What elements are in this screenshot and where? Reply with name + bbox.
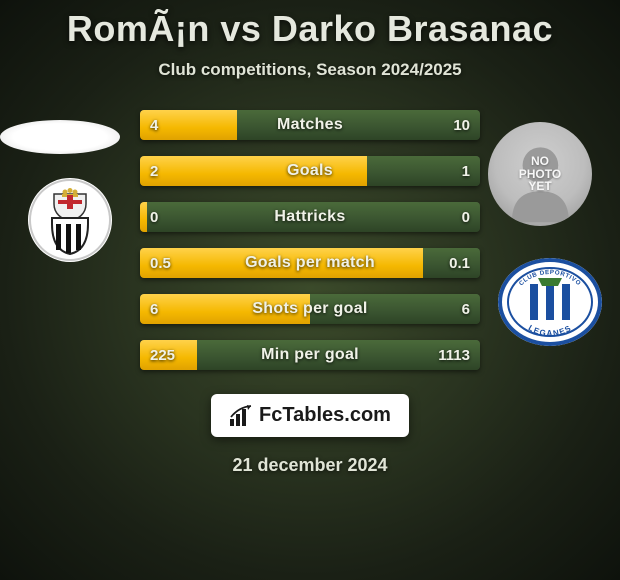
player1-club-crest	[28, 178, 112, 262]
stat-row: Goals2 1	[140, 156, 480, 186]
subtitle: Club competitions, Season 2024/2025	[0, 60, 620, 80]
stats-container: Matches4 10 Goals2 1 Hattricks0 0 Goals per ma…	[140, 110, 480, 370]
stat-label: Goals	[140, 156, 480, 186]
player1-avatar	[0, 120, 120, 154]
stat-row: Shots per goal6 6	[140, 294, 480, 324]
stat-value-left: 0.5	[140, 248, 181, 278]
stat-row: Matches4 10	[140, 110, 480, 140]
stat-row: Hattricks0 0	[140, 202, 480, 232]
stat-label: Shots per goal	[140, 294, 480, 324]
stat-value-right: 0.1	[439, 248, 480, 278]
stat-value-left: 2	[140, 156, 168, 186]
page-title: RomÃ¡n vs Darko Brasanac	[0, 8, 620, 50]
stat-value-right: 0	[452, 202, 480, 232]
stat-row: Goals per match0.5 0.1	[140, 248, 480, 278]
stat-label: Hattricks	[140, 202, 480, 232]
stat-value-right: 1	[452, 156, 480, 186]
branding-badge[interactable]: FcTables.com	[211, 394, 409, 437]
stat-value-right: 1113	[428, 340, 480, 370]
stat-label: Goals per match	[140, 248, 480, 278]
no-photo-label: NO PHOTO YET	[519, 155, 561, 193]
player2-avatar: NO PHOTO YET	[488, 122, 592, 226]
stat-value-left: 225	[140, 340, 185, 370]
stat-label: Matches	[140, 110, 480, 140]
stat-value-right: 10	[443, 110, 480, 140]
player2-club-crest: CLUB DEPORTIVO LEGANES	[498, 258, 602, 346]
date-label: 21 december 2024	[0, 455, 620, 476]
fctables-icon	[229, 405, 253, 427]
stat-value-left: 6	[140, 294, 168, 324]
stat-row: Min per goal2251113	[140, 340, 480, 370]
no-photo-line1: NO	[519, 155, 561, 168]
no-photo-line3: YET	[519, 180, 561, 193]
stat-value-left: 4	[140, 110, 168, 140]
stat-value-right: 6	[452, 294, 480, 324]
stat-value-left: 0	[140, 202, 168, 232]
branding-text: FcTables.com	[259, 404, 391, 427]
